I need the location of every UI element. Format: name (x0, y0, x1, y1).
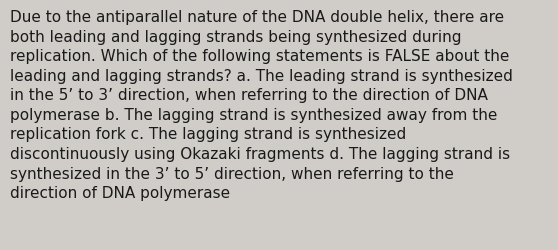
Text: Due to the antiparallel nature of the DNA double helix, there are
both leading a: Due to the antiparallel nature of the DN… (10, 10, 513, 200)
